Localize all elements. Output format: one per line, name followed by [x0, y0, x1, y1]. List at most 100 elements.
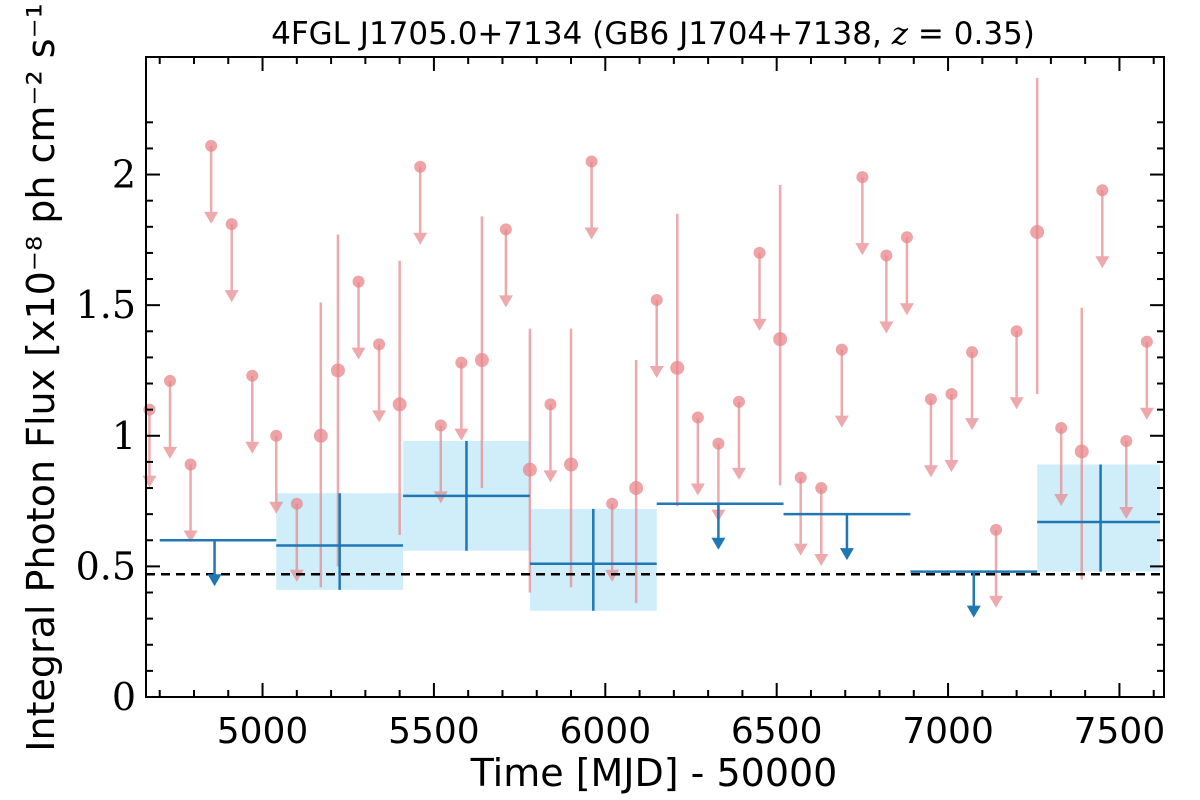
short-bin-point-5 — [246, 369, 259, 382]
short-bin-upper-limit-5-head — [245, 441, 260, 454]
short-bin-upper-limit-2 — [183, 464, 198, 543]
short-bin-upper-limit-16-head — [605, 569, 620, 582]
chart-title: 4FGL J1705.0+7134 (GB6 J1704+7138, z = 0… — [271, 16, 1035, 52]
short-bin-upper-limit-16 — [605, 503, 620, 582]
long-bin-upper-limit-6 — [966, 571, 981, 618]
short-bin-upper-limit-3-head — [204, 211, 219, 224]
short-bin-upper-limit-24-head — [834, 415, 849, 428]
short-bin-detection-3 — [474, 353, 489, 368]
short-bin-upper-limit-22 — [793, 477, 808, 556]
short-bin-point-19 — [712, 437, 725, 450]
short-bin-upper-limit-11 — [433, 425, 448, 504]
short-bin-point-6 — [270, 429, 283, 442]
short-bin-upper-limit-0 — [142, 409, 157, 488]
short-bin-upper-limit-35-head — [1119, 507, 1134, 519]
short-bin-upper-limit-36-head — [1139, 407, 1154, 420]
short-bin-upper-limit-7 — [289, 503, 304, 582]
short-bin-point-21 — [753, 246, 766, 259]
short-bin-upper-limit-1 — [162, 380, 177, 459]
short-bin-upper-limit-17-head — [649, 365, 664, 378]
short-bin-point-30 — [966, 346, 979, 359]
short-bin-upper-limit-32-head — [1009, 397, 1024, 410]
short-bin-upper-limit-4-head — [224, 290, 239, 303]
long-bin-upper-limit-4-head — [711, 537, 726, 550]
short-bin-upper-limit-5 — [245, 375, 260, 454]
short-bin-point-13 — [499, 223, 512, 236]
short-bin-upper-limit-22-head — [793, 543, 808, 556]
short-bin-upper-limit-31-head — [989, 595, 1004, 608]
short-bin-point-29 — [945, 387, 958, 400]
x-tick-label-4: 7000 — [902, 711, 994, 752]
y-axis-label: Integral Photon Flux [x10⁻⁸ ph cm⁻² s⁻¹] — [19, 0, 63, 752]
long-bin-upper-limit-0-head — [207, 574, 222, 587]
short-bin-point-10 — [414, 160, 427, 173]
short-bin-upper-limit-29 — [944, 393, 959, 472]
short-bin-upper-limit-20-head — [731, 467, 746, 480]
short-bin-upper-limit-26 — [879, 255, 894, 334]
short-bin-upper-limit-13-head — [498, 295, 513, 308]
short-bin-point-34 — [1096, 184, 1109, 197]
short-bin-point-8 — [352, 275, 365, 288]
short-bin-point-36 — [1140, 335, 1153, 348]
short-bin-upper-limit-7-head — [289, 569, 304, 582]
short-bin-point-31 — [990, 523, 1003, 536]
short-bin-point-26 — [880, 249, 893, 262]
short-bin-upper-limit-4 — [224, 224, 239, 303]
short-bin-point-20 — [732, 395, 745, 408]
short-bin-upper-limit-35 — [1119, 441, 1134, 519]
short-bin-detection-2 — [392, 397, 407, 412]
short-bin-point-27 — [900, 231, 913, 244]
short-bin-upper-limit-12 — [454, 362, 469, 441]
short-bin-upper-limit-9 — [372, 344, 387, 423]
x-axis-label: Time [MJD] - 50000 — [470, 751, 838, 795]
short-bin-detection-4 — [522, 462, 537, 477]
short-bin-upper-limit-29-head — [944, 459, 959, 472]
short-bin-upper-limit-33-head — [1054, 493, 1069, 506]
short-bin-upper-limit-3 — [204, 145, 219, 224]
short-bin-upper-limit-2-head — [183, 530, 198, 543]
short-bin-upper-limit-13 — [498, 229, 513, 308]
plot-frame — [145, 56, 1165, 698]
short-bin-detection-9 — [1030, 225, 1045, 240]
short-bin-upper-limit-9-head — [372, 410, 387, 423]
short-bin-upper-limit-33 — [1054, 427, 1069, 506]
short-bin-point-1 — [163, 374, 176, 387]
short-bin-upper-limit-23 — [814, 488, 829, 567]
short-bin-point-3 — [205, 139, 218, 152]
short-bin-upper-limit-12-head — [454, 428, 469, 441]
short-bin-upper-limit-11-head — [433, 491, 448, 504]
short-bin-point-28 — [924, 393, 937, 406]
x-tick-label-3: 6500 — [731, 711, 823, 752]
short-bin-upper-limit-21 — [752, 252, 767, 331]
short-bin-point-14 — [544, 398, 557, 411]
short-bin-point-2 — [184, 458, 197, 471]
short-bin-upper-limit-14-head — [543, 470, 558, 483]
plot-area — [142, 77, 1164, 618]
short-bin-detection-7 — [670, 360, 685, 375]
short-bin-detection-1 — [330, 363, 345, 378]
y-tick-label-2: 1 — [112, 414, 136, 458]
short-bin-upper-limit-1-head — [162, 446, 177, 459]
short-bin-detection-6 — [629, 481, 644, 496]
y-tick-label-0: 0 — [112, 675, 136, 719]
long-bin-upper-limit-0 — [207, 540, 222, 587]
short-bin-upper-limit-10 — [413, 166, 428, 245]
short-bin-upper-limit-27 — [899, 237, 914, 316]
short-bin-upper-limit-36 — [1139, 341, 1154, 420]
long-bin-upper-limit-5-head — [839, 548, 854, 561]
short-bin-upper-limit-27-head — [899, 303, 914, 316]
short-bin-point-16 — [606, 497, 619, 510]
short-bin-upper-limit-24 — [834, 349, 849, 428]
short-bin-upper-limit-21-head — [752, 318, 767, 331]
x-tick-label-5: 7500 — [1074, 711, 1166, 752]
axes: 5000 5500 6000 6500 7000 7500 0 0.5 1 1.5 2 — [76, 57, 1166, 752]
short-bin-point-22 — [794, 471, 807, 484]
short-bin-upper-limit-26-head — [879, 321, 894, 334]
short-bin-upper-limit-32 — [1009, 331, 1024, 410]
y-tick-label-1: 0.5 — [76, 544, 136, 588]
y-tick-label-4: 2 — [112, 153, 136, 197]
short-bin-point-17 — [650, 293, 663, 306]
short-bin-upper-limit-25 — [855, 177, 870, 256]
short-bin-point-32 — [1010, 325, 1023, 338]
y-tick-label-3: 1.5 — [76, 283, 136, 327]
